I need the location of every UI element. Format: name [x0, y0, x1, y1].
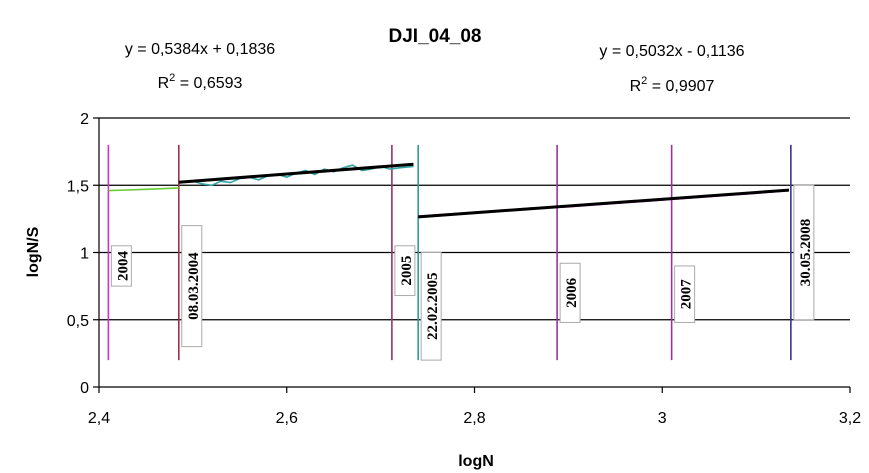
y-tick-label-4: 2: [80, 111, 89, 128]
trendline-0: [178, 162, 414, 184]
marker-label-2: 2005: [399, 256, 415, 286]
trendlines: [178, 162, 790, 219]
x-tick-label-2: 2,8: [463, 410, 485, 427]
r-squared-left-prefix: R: [158, 75, 170, 92]
marker-label-box-6: [793, 184, 815, 321]
y-axis-label: logN/S: [25, 226, 42, 277]
x-axis-label: logN: [458, 453, 494, 470]
y-tick-label-1: 0,5: [67, 313, 89, 330]
marker-label-6: 30.05.2008: [798, 219, 814, 287]
r-squared-left: R2 = 0,6593: [158, 72, 243, 92]
y-tick-label-3: 1,5: [67, 178, 89, 195]
r-squared-right-value: = 0,9907: [647, 78, 714, 95]
equation-left: y = 0,5384x + 0,1836: [125, 41, 275, 58]
marker-label-1: 08.03.2004: [186, 252, 202, 320]
equation-right: y = 0,5032x - 0,1136: [599, 43, 744, 60]
marker-label-box-5: [674, 265, 696, 323]
r-squared-left-value: = 0,6593: [175, 75, 242, 92]
r-squared-right-sup: 2: [641, 75, 647, 87]
marker-label-box-3: [420, 252, 442, 361]
data-series: [108, 164, 790, 217]
y-tick-label-2: 1: [80, 246, 89, 263]
trendline-1: [418, 188, 790, 219]
marker-label-0: 2004: [115, 250, 131, 281]
marker-label-3: 22.02.2005: [425, 273, 441, 341]
marker-label-box-0: [110, 245, 132, 287]
y-tick-label-0: 0: [80, 380, 89, 397]
r-squared-right: R2 = 0,9907: [630, 75, 715, 95]
series-line-0: [108, 187, 179, 192]
date-markers: 2004 08.03.2004 2005 22.02.2005 2006 2007 30.0…: [107, 144, 815, 361]
x-tick-label-0: 2,4: [88, 410, 110, 427]
grid-lines: [99, 117, 850, 321]
marker-label-box-1: [181, 225, 203, 348]
r-squared-right-prefix: R: [630, 78, 642, 95]
marker-label-box-4: [559, 262, 581, 323]
tick-labels: 0 0,5 1 1,5 2 2,4 2,6 2,8 3 3,2: [67, 111, 861, 427]
marker-label-box-2: [394, 245, 416, 297]
x-tick-label-1: 2,6: [276, 410, 298, 427]
r-squared-left-sup: 2: [169, 72, 175, 84]
chart-title: DJI_04_08: [389, 26, 482, 47]
marker-label-4: 2006: [564, 277, 580, 308]
x-tick-label-4: 3,2: [839, 410, 861, 427]
x-tick-label-3: 3: [658, 410, 667, 427]
marker-label-5: 2007: [679, 279, 695, 310]
